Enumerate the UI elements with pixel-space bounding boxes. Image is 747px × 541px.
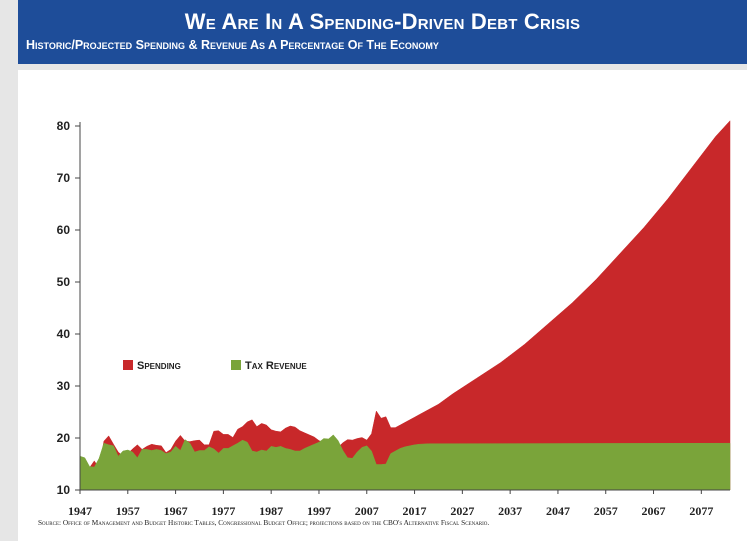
x-tick-label: 1997 [307, 504, 331, 518]
y-tick-label: 50 [57, 275, 71, 289]
legend: Spending Tax Revenue [123, 360, 307, 372]
y-axis-ticks: 10 20 30 40 50 60 70 80 [57, 119, 80, 497]
x-tick-label: 2007 [355, 504, 379, 518]
tax-revenue-area [79, 434, 731, 491]
y-tick-label: 40 [57, 327, 71, 341]
spending-area [79, 120, 731, 491]
source-note: Source: Office of Management and Budget … [38, 518, 489, 527]
x-tick-label: 1947 [68, 504, 92, 518]
legend-swatch-tax-revenue [231, 360, 241, 370]
x-tick-label: 2027 [450, 504, 474, 518]
chart-subtitle: Historic/Projected Spending & Revenue As… [26, 38, 439, 52]
x-axis-ticks: 1947 1957 1967 1977 1987 1997 2007 2017 2027 2037… [68, 490, 713, 518]
legend-label-tax-revenue: Tax Revenue [245, 360, 307, 372]
y-tick-label: 70 [57, 171, 71, 185]
y-tick-label: 20 [57, 431, 71, 445]
x-tick-label: 2057 [594, 504, 618, 518]
area-chart: 10 20 30 40 50 60 70 80 1947 1957 1967 1977 1987 199… [38, 119, 731, 527]
x-tick-label: 1967 [164, 504, 188, 518]
y-tick-label: 60 [57, 223, 71, 237]
y-tick-label: 80 [57, 119, 71, 133]
x-tick-label: 1987 [259, 504, 283, 518]
title-banner: We Are In A Spending-Driven Debt Crisis … [18, 0, 747, 64]
x-tick-label: 2077 [689, 504, 713, 518]
legend-label-spending: Spending [137, 360, 181, 372]
x-tick-label: 1977 [211, 504, 235, 518]
x-tick-label: 2017 [403, 504, 427, 518]
x-tick-label: 2047 [546, 504, 570, 518]
y-tick-label: 30 [57, 379, 71, 393]
x-tick-label: 1957 [116, 504, 140, 518]
chart-title: We Are In A Spending-Driven Debt Crisis [184, 9, 581, 34]
legend-swatch-spending [123, 360, 133, 370]
area-series-group [79, 120, 731, 491]
x-tick-label: 2037 [498, 504, 522, 518]
x-tick-label: 2067 [642, 504, 666, 518]
chart-panel: 10 20 30 40 50 60 70 80 1947 1957 1967 1977 1987 199… [18, 70, 747, 541]
y-tick-label: 10 [57, 483, 71, 497]
